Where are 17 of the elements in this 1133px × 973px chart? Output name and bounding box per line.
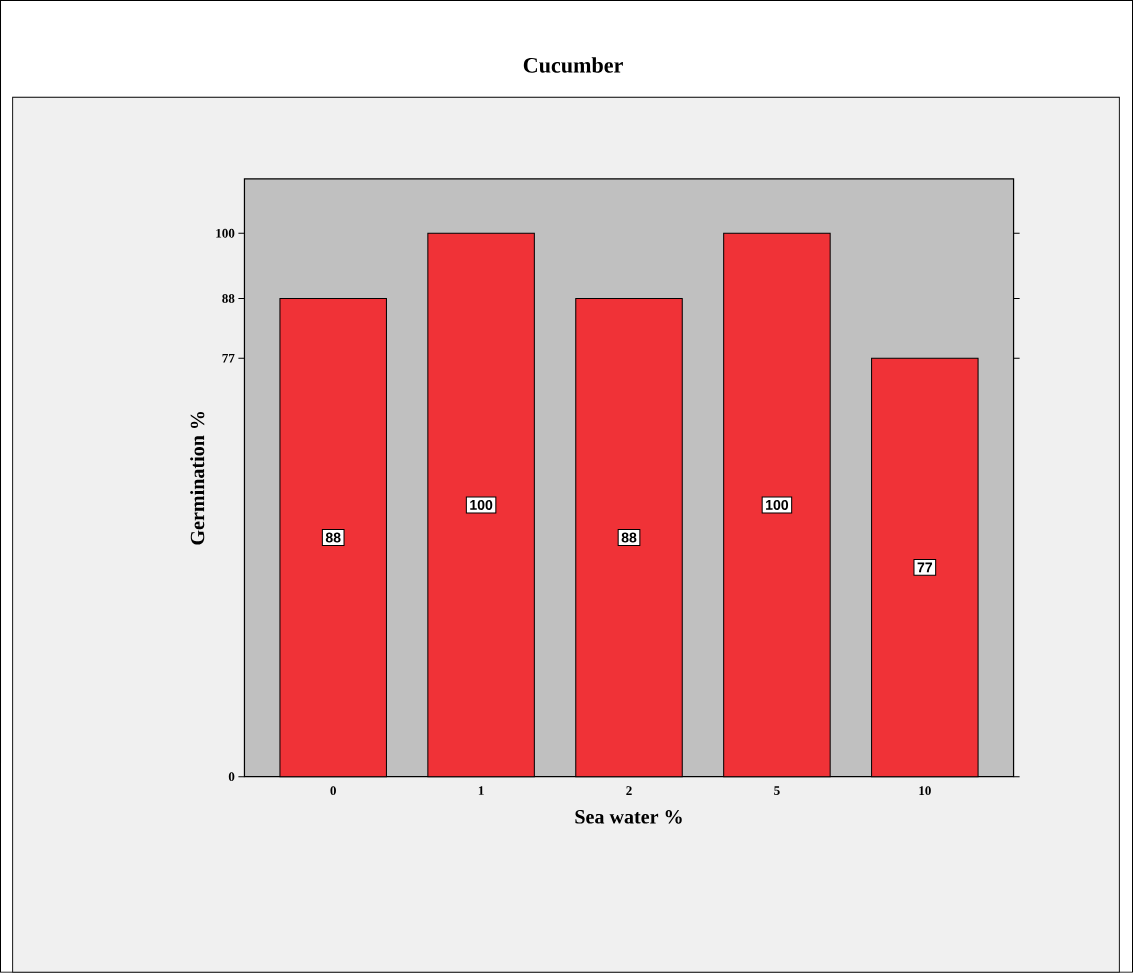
x-axis-title: Sea water % — [575, 810, 682, 824]
y-tick-label: 100 — [216, 228, 235, 238]
x-tick-label: 10 — [919, 786, 931, 796]
x-tick-label: 5 — [774, 786, 780, 796]
data-label: 77 — [917, 562, 933, 573]
data-label: 88 — [325, 532, 341, 543]
x-tick-label: 1 — [478, 786, 484, 796]
y-axis-title: Germination % — [190, 412, 205, 545]
data-label: 100 — [470, 500, 493, 511]
data-label: 100 — [766, 500, 789, 511]
data-label: 88 — [621, 532, 637, 543]
x-tick-label: 0 — [330, 786, 336, 796]
y-tick-label: 88 — [222, 294, 235, 303]
chart-title: Cucumber — [523, 57, 623, 73]
y-tick-label: 77 — [222, 354, 235, 363]
y-tick-label: 0 — [228, 772, 235, 782]
x-tick-label: 2 — [626, 786, 632, 796]
